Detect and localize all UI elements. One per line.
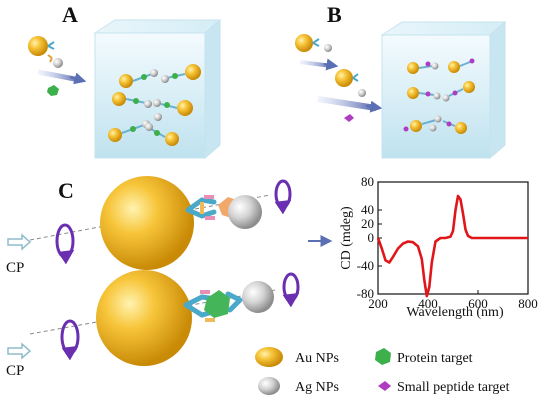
legend: Au NPs Ag NPs Protein target Small pepti… — [255, 347, 510, 395]
cp-label-top: CP — [6, 260, 24, 276]
panel-a-reagents — [28, 36, 87, 96]
x-tick-label: 400 — [418, 296, 438, 311]
antibody-cluster — [185, 195, 217, 220]
y-tick-label: 80 — [361, 174, 374, 189]
peptide-target-icon — [344, 114, 354, 122]
cp-indicators: CP CP — [6, 233, 32, 379]
legend-protein-icon — [375, 348, 391, 365]
panel-b-reagents — [295, 34, 383, 122]
assembly-protein-top — [29, 176, 271, 270]
rotation-arrow-icon — [55, 223, 75, 259]
y-tick-label: -40 — [357, 258, 374, 273]
panel-a-label: A — [62, 2, 78, 27]
cp-arrow-icon — [7, 233, 32, 251]
protein-target-icon — [47, 85, 59, 96]
au-sphere — [100, 176, 194, 270]
assembly-peptide-bottom — [29, 270, 276, 366]
legend-protein-label: Protein target — [397, 351, 473, 366]
protein-target-shape-green — [204, 290, 230, 318]
legend-au-icon — [255, 347, 283, 367]
y-tick-label: -80 — [357, 286, 374, 301]
y-tick-label: 0 — [368, 230, 375, 245]
x-tick-label: 200 — [368, 296, 388, 311]
x-axis-ticks: 200 400 600 800 — [368, 290, 538, 311]
au-np-icon — [28, 36, 48, 56]
ag-sphere — [228, 195, 262, 229]
legend-ag-label: Ag NPs — [295, 380, 339, 395]
x-axis-title: Wavelength (nm) — [406, 305, 504, 320]
legend-ag-icon — [258, 377, 280, 395]
legend-peptide-icon — [378, 381, 391, 391]
panel-a-assemblies — [108, 64, 201, 146]
ag-np-icon — [53, 58, 63, 68]
panel-a-box — [93, 18, 222, 160]
panel-b-assemblies — [403, 58, 475, 134]
cd-curve — [376, 194, 528, 298]
x-tick-label: 800 — [518, 296, 538, 311]
panel-b-box — [380, 20, 507, 160]
panel-c-label: C — [58, 178, 74, 203]
rotation-arrows — [55, 179, 300, 361]
x-tick-label: 600 — [468, 296, 488, 311]
cp-label-bottom: CP — [6, 363, 24, 379]
legend-peptide-label: Small peptide target — [397, 380, 510, 395]
y-tick-label: 20 — [361, 216, 374, 231]
panel-b-label: B — [327, 2, 342, 27]
legend-au-label: Au NPs — [295, 351, 339, 366]
y-tick-label: 40 — [361, 202, 374, 217]
y-axis-title: CD (mdeg) — [339, 206, 354, 270]
